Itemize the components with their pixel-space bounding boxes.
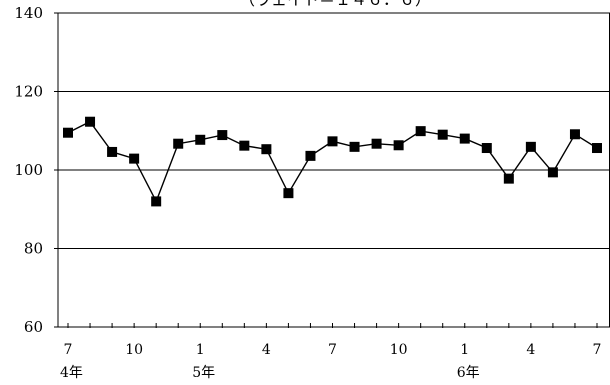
x-tick-label: 1: [196, 342, 205, 358]
y-tick-label: 140: [14, 4, 43, 22]
data-point: [195, 134, 206, 145]
data-point: [217, 130, 228, 141]
y-tick-label: 60: [24, 318, 43, 336]
gridlines: [58, 91, 610, 249]
data-point: [129, 153, 140, 164]
chart-title: （ウェイト＝１４６．６）: [239, 0, 431, 9]
y-tick-label: 100: [14, 161, 43, 179]
x-year-label: 6年: [457, 365, 480, 381]
data-point: [283, 188, 294, 199]
y-axis-ticks: 60 80 100 120 140: [14, 4, 58, 336]
series-line: [67, 120, 598, 204]
data-point: [481, 143, 492, 154]
x-tick-label: 7: [593, 342, 602, 358]
data-point: [85, 116, 96, 127]
data-point: [503, 173, 514, 184]
data-point: [261, 144, 272, 155]
data-point: [525, 141, 536, 152]
data-point: [107, 146, 118, 157]
data-point: [592, 143, 602, 154]
x-tick-label: 10: [125, 342, 143, 358]
data-point: [547, 167, 558, 178]
data-point: [415, 126, 426, 137]
x-tick-label: 1: [460, 342, 469, 358]
x-tick-label: 7: [328, 342, 337, 358]
y-tick-label: 120: [14, 83, 43, 101]
data-point: [151, 196, 162, 207]
data-point: [349, 141, 360, 152]
x-tick-label: 4: [262, 342, 271, 358]
series-lines: [67, 120, 598, 204]
x-year-label: 4年: [60, 365, 83, 381]
data-point: [327, 136, 338, 147]
x-year-label: 5年: [192, 365, 215, 381]
data-point: [239, 140, 250, 151]
data-point: [569, 129, 580, 140]
y-tick-label: 80: [24, 240, 43, 258]
data-point: [305, 150, 316, 161]
x-tick-label: 4: [526, 342, 535, 358]
data-point: [393, 140, 404, 151]
x-tick-label: 7: [64, 342, 73, 358]
series-markers: [63, 116, 602, 207]
data-point: [437, 129, 448, 140]
x-tick-label: 10: [390, 342, 408, 358]
x-axis-ticks: 7 10 1 4 7 10 1 4 7 4年 5年 6年: [60, 323, 601, 381]
data-point: [173, 138, 184, 149]
data-point: [63, 127, 73, 138]
data-point: [371, 138, 382, 149]
data-point: [459, 133, 470, 144]
